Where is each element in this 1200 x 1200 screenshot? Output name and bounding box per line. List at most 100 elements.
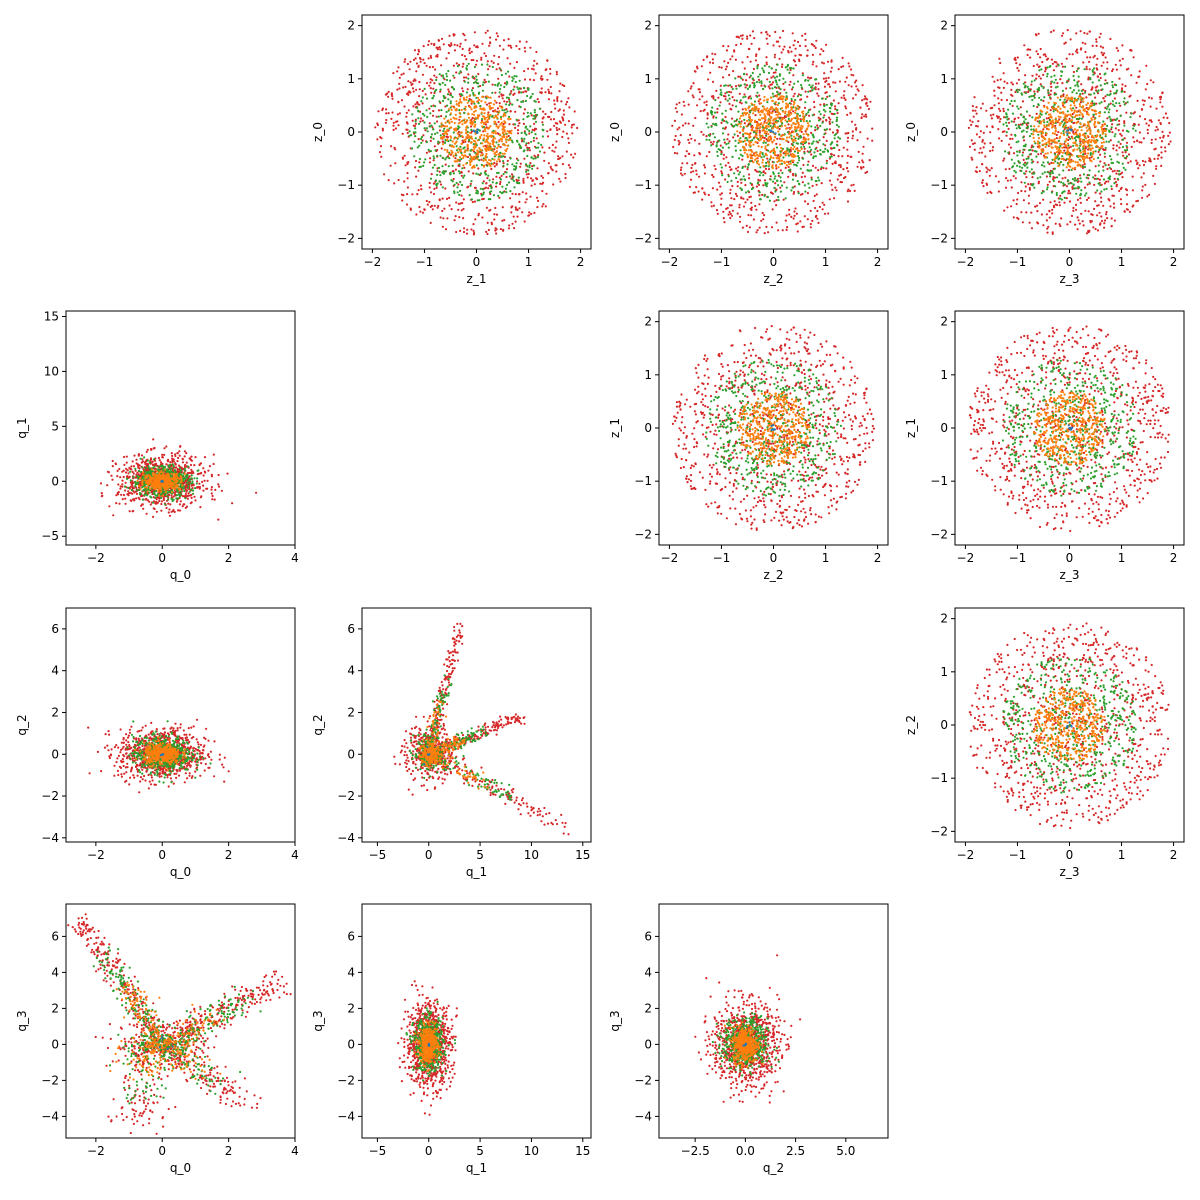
y-tick-label: 1: [347, 72, 355, 86]
scatter-point: [470, 59, 473, 62]
scatter-point: [448, 122, 451, 125]
scatter-point: [816, 128, 819, 131]
scatter-point: [1013, 118, 1016, 121]
scatter-point: [767, 149, 770, 152]
scatter-point: [782, 95, 785, 98]
scatter-point: [1126, 148, 1129, 152]
scatter-point: [744, 86, 747, 89]
scatter-point: [776, 137, 779, 140]
scatter-point: [807, 134, 810, 137]
scatter-point: [489, 192, 492, 195]
scatter-point: [421, 112, 424, 115]
scatter-point: [510, 129, 513, 132]
scatter-point: [981, 181, 984, 184]
scatter-point: [826, 60, 830, 63]
scatter-point: [1069, 220, 1072, 223]
scatter-point: [481, 182, 484, 185]
scatter-point: [999, 109, 1002, 112]
scatter-point: [1036, 105, 1039, 109]
scatter-point: [441, 81, 444, 84]
scatter-point: [527, 172, 530, 176]
scatter-point: [513, 227, 516, 230]
scatter-point: [492, 61, 495, 64]
scatter-point: [754, 168, 757, 172]
scatter-point: [814, 82, 818, 85]
scatter-point: [1094, 165, 1097, 168]
scatter-point: [1010, 158, 1013, 161]
scatter-point: [1072, 183, 1075, 186]
scatter-point: [838, 148, 841, 152]
scatter-point: [731, 96, 734, 99]
scatter-point: [469, 163, 472, 166]
scatter-point: [475, 78, 478, 81]
scatter-point: [814, 86, 817, 89]
scatter-point: [997, 102, 1001, 105]
scatter-point: [737, 166, 740, 169]
scatter-point: [768, 158, 772, 161]
scatter-point: [1160, 151, 1163, 154]
scatter-point: [706, 112, 709, 115]
scatter-point: [768, 139, 771, 143]
scatter-point: [761, 153, 764, 156]
scatter-point: [495, 141, 498, 144]
scatter-point: [1043, 53, 1047, 56]
scatter-point: [824, 97, 827, 100]
scatter-point: [868, 159, 871, 162]
scatter-point: [766, 182, 769, 185]
scatter-point: [769, 178, 772, 181]
scatter-point: [799, 167, 802, 170]
scatter-point: [798, 53, 801, 56]
scatter-point: [770, 111, 773, 114]
scatter-point: [729, 84, 732, 87]
scatter-point: [830, 147, 833, 150]
scatter-point: [824, 80, 827, 83]
scatter-point: [534, 157, 537, 160]
scatter-point: [763, 132, 767, 135]
scatter-point: [1118, 170, 1121, 173]
scatter-point: [489, 134, 492, 137]
scatter-point: [807, 182, 810, 185]
scatter-point: [433, 204, 436, 207]
scatter-point: [515, 165, 518, 168]
scatter-point: [527, 115, 530, 118]
scatter-point: [1101, 88, 1104, 91]
scatter-point: [694, 116, 697, 120]
scatter-point: [479, 154, 482, 157]
scatter-point: [866, 170, 869, 173]
scatter-point: [1000, 91, 1003, 94]
scatter-point: [827, 212, 830, 215]
scatter-point: [677, 139, 680, 142]
scatter-point: [1132, 136, 1135, 139]
scatter-point: [404, 58, 407, 61]
scatter-point: [793, 82, 796, 85]
scatter-point: [716, 111, 719, 114]
scatter-point: [738, 92, 741, 95]
scatter-point: [541, 123, 545, 126]
scatter-point: [525, 40, 528, 43]
scatter-point: [1046, 188, 1049, 191]
scatter-point: [556, 129, 559, 132]
scatter-point: [1103, 226, 1106, 229]
scatter-point: [532, 117, 535, 120]
scatter-point: [1042, 198, 1045, 201]
scatter-point: [462, 230, 466, 234]
scatter-point: [444, 163, 447, 166]
scatter-point: [1144, 160, 1147, 163]
scatter-point: [1025, 211, 1028, 214]
scatter-point: [1010, 120, 1013, 123]
scatter-point: [830, 66, 833, 69]
scatter-point: [756, 162, 759, 165]
scatter-point: [746, 166, 750, 169]
scatter-point: [833, 134, 836, 137]
scatter-point: [798, 183, 801, 186]
scatter-point: [460, 174, 463, 177]
scatter-point: [532, 79, 536, 82]
scatter-point: [507, 227, 511, 230]
scatter-point: [476, 139, 479, 142]
scatter-point: [756, 159, 760, 163]
scatter-point: [1119, 114, 1122, 117]
scatter-point: [790, 134, 793, 137]
scatter-point: [429, 221, 432, 224]
scatter-point: [495, 153, 498, 157]
scatter-point: [441, 171, 444, 174]
